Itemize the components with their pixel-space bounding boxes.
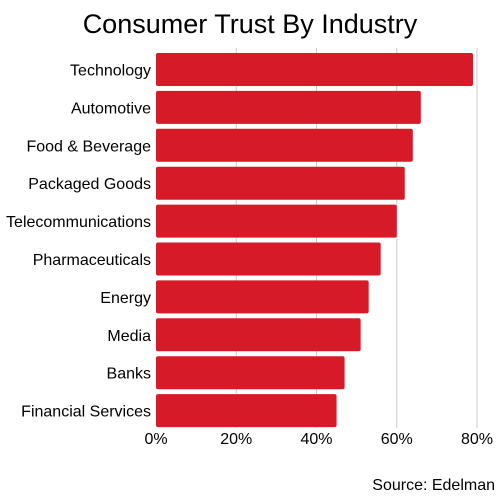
x-tick-label: 40% bbox=[300, 431, 332, 448]
category-label: Telecommunications bbox=[6, 214, 151, 231]
category-label: Banks bbox=[107, 366, 151, 383]
category-label: Food & Beverage bbox=[26, 138, 151, 155]
bar bbox=[156, 166, 405, 200]
bar bbox=[156, 394, 337, 428]
x-tick-label: 80% bbox=[461, 431, 493, 448]
category-label: Energy bbox=[100, 290, 151, 307]
x-tick-label: 20% bbox=[220, 431, 252, 448]
chart-title: Consumer Trust By Industry bbox=[83, 9, 418, 39]
bar bbox=[156, 53, 473, 86]
category-label: Automotive bbox=[71, 100, 151, 117]
bar bbox=[156, 356, 345, 390]
bar bbox=[156, 128, 413, 162]
category-labels: Technology Automotive Food & Beverage Packa… bbox=[6, 63, 151, 421]
x-axis-ticks: 0% 20% 40% 60% 80% bbox=[144, 431, 493, 448]
category-label: Pharmaceuticals bbox=[33, 252, 151, 269]
x-tick-label: 0% bbox=[144, 431, 167, 448]
bar bbox=[156, 242, 381, 276]
bar bbox=[156, 204, 397, 238]
category-label: Media bbox=[107, 328, 151, 345]
bars bbox=[156, 53, 473, 428]
category-label: Financial Services bbox=[21, 404, 151, 421]
category-label: Packaged Goods bbox=[28, 176, 151, 193]
bar bbox=[156, 318, 361, 352]
bar bbox=[156, 280, 369, 314]
x-tick-label: 60% bbox=[381, 431, 413, 448]
source-note: Source: Edelman bbox=[372, 477, 495, 494]
bar bbox=[156, 90, 421, 124]
category-label: Technology bbox=[70, 63, 151, 80]
